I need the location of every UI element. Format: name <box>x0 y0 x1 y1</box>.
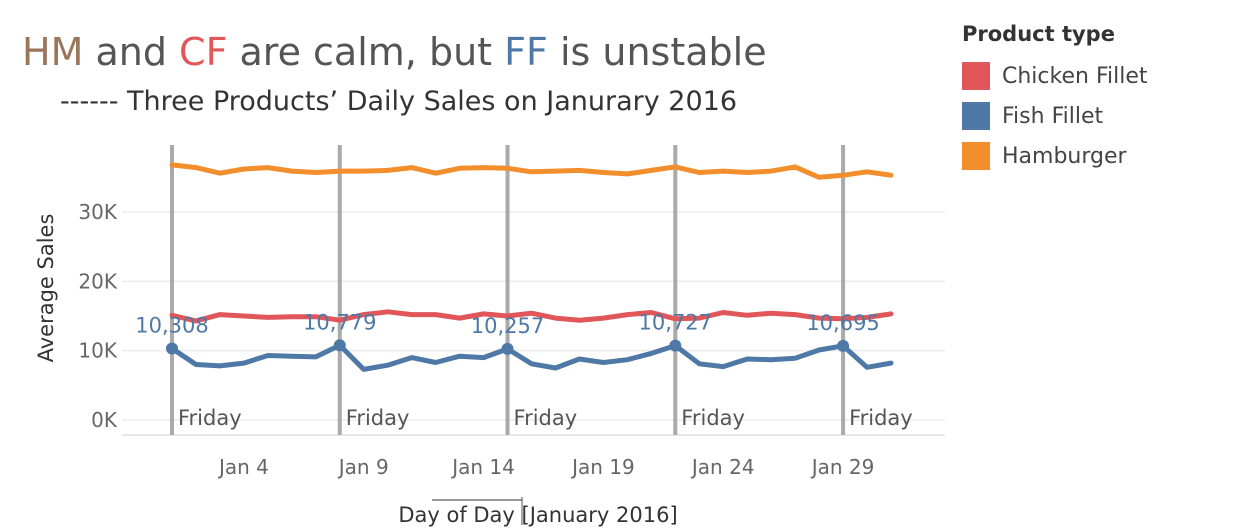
series-line-fish-fillet <box>169 342 894 372</box>
annotation-point <box>669 339 682 352</box>
annotation-point <box>166 342 178 355</box>
x-tick-label: Jan 4 <box>217 455 269 479</box>
annotation-point <box>837 339 850 352</box>
reference-label-friday: Friday <box>514 406 578 430</box>
legend-swatch <box>962 142 990 170</box>
reference-lines: Friday Friday Friday Friday Friday <box>170 145 913 435</box>
x-tick-label: Jan 9 <box>337 455 389 479</box>
annotations: 10,308 10,779 10,257 10,727 10,695 <box>135 310 880 355</box>
y-tick-label: 10K <box>78 339 117 363</box>
reference-label-friday: Friday <box>681 406 745 430</box>
y-tick-label: 0K <box>91 408 118 432</box>
chart-title: HM and CF are calm, but FF is unstable <box>22 30 767 76</box>
legend-label: Fish Fillet <box>1002 103 1104 129</box>
legend-swatch <box>962 102 990 130</box>
legend-item[interactable]: Chicken Fillet <box>962 56 1148 96</box>
x-axis-title: Day of Day [January 2016] <box>398 503 677 527</box>
y-tick-label: 20K <box>78 269 117 293</box>
legend-item[interactable]: Hamburger <box>962 136 1148 176</box>
legend-item[interactable]: Fish Fillet <box>962 96 1148 136</box>
line-chart: Jan 4 Jan 9 Jan 14 Jan 19 Jan 24 Jan 29 0K 10K… <box>34 145 945 527</box>
title-part: CF <box>179 30 228 74</box>
reference-label-friday: Friday <box>346 406 410 430</box>
annotation-point <box>501 342 514 355</box>
legend-label: Chicken Fillet <box>1002 63 1148 89</box>
chart-subtitle: ------ Three Products’ Daily Sales on Ja… <box>60 86 738 117</box>
reference-label-friday: Friday <box>178 406 242 430</box>
y-axis-title: Average Sales <box>34 214 58 363</box>
y-tick-label: 30K <box>78 200 117 224</box>
annotation-label: 10,779 <box>303 310 376 334</box>
annotation-point <box>333 339 346 352</box>
x-tick-label: Jan 14 <box>450 455 515 479</box>
x-tick-label: Jan 19 <box>570 455 635 479</box>
series-line-hamburger <box>169 162 894 180</box>
annotation-label: 10,308 <box>135 314 208 338</box>
x-axis: Jan 4 Jan 9 Jan 14 Jan 19 Jan 24 Jan 29 <box>217 455 874 525</box>
legend: Product type Chicken Fillet Fish Fillet Ha… <box>962 22 1148 176</box>
title-part: HM <box>22 30 84 74</box>
annotation-label: 10,727 <box>639 311 712 335</box>
annotation-label: 10,695 <box>806 311 879 335</box>
x-tick-label: Jan 29 <box>810 455 875 479</box>
reference-label-friday: Friday <box>849 406 913 430</box>
y-axis: 0K 10K 20K 30K <box>78 200 117 432</box>
x-tick-label: Jan 24 <box>690 455 755 479</box>
title-part: is unstable <box>547 30 767 74</box>
legend-title: Product type <box>962 22 1115 46</box>
annotation-label: 10,257 <box>471 314 544 338</box>
title-part: FF <box>504 30 548 74</box>
title-part: and <box>83 30 180 74</box>
gridlines <box>122 211 945 436</box>
title-part: are calm, but <box>227 30 505 74</box>
series-line-chicken-fillet <box>169 309 894 324</box>
legend-label: Hamburger <box>1002 143 1127 169</box>
legend-swatch <box>962 62 990 90</box>
series-lines <box>169 162 894 372</box>
